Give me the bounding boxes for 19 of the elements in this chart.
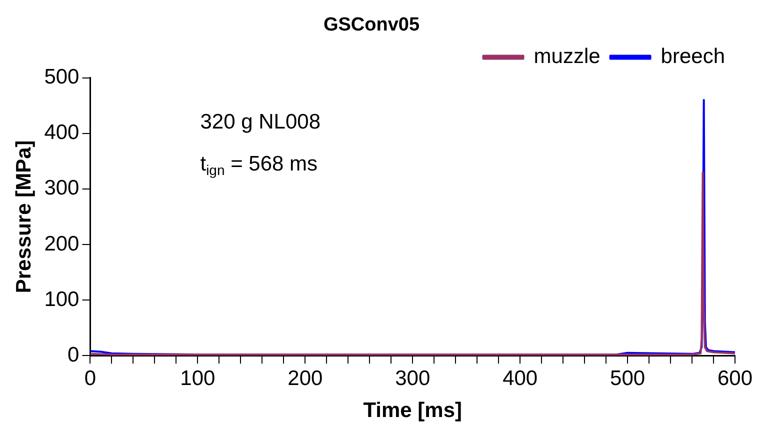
legend-label: muzzle: [534, 45, 600, 68]
x-axis-title: Time [ms]: [363, 399, 462, 422]
legend-label: breech: [660, 45, 726, 68]
x-tick-label: 200: [288, 366, 323, 390]
y-tick-label: 500: [44, 66, 80, 89]
y-tick-label: 400: [44, 121, 80, 144]
x-tick-label: 600: [717, 366, 753, 390]
y-tick-label: 300: [44, 176, 80, 200]
x-tick-label: 500: [610, 366, 646, 390]
x-tick-label: 300: [395, 366, 430, 390]
y-tick-label: 200: [44, 232, 80, 256]
x-tick-label: 400: [502, 366, 538, 390]
x-tick-label: 0: [84, 366, 96, 390]
y-tick-label: 100: [44, 288, 80, 311]
y-axis-title: Pressure [MPa]: [12, 140, 36, 294]
chart-title: GSConv05: [323, 14, 420, 36]
annotation: 320 g NL008: [200, 110, 321, 134]
y-tick-label: 0: [68, 343, 80, 366]
x-tick-label: 100: [180, 366, 216, 390]
